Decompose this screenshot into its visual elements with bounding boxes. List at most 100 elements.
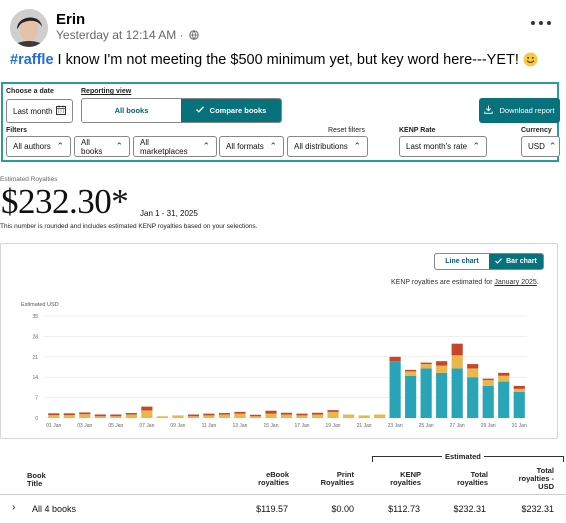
header-book-title[interactable]: Book Title (27, 471, 46, 488)
bar-segment (436, 365, 448, 373)
x-tick-label: 31 Jan (512, 423, 527, 429)
bar-segment (436, 361, 448, 366)
bar-segment (141, 410, 153, 418)
header-total-royalties-usd[interactable]: Total royalties - USD (518, 466, 554, 491)
books-select-value: All books (81, 137, 103, 156)
bar-segment (187, 416, 199, 418)
filters-label: Filters (6, 127, 28, 134)
x-tick-label: 25 Jan (419, 423, 434, 429)
header-total-royalties[interactable]: Total royalties (457, 470, 488, 487)
bar-segment (342, 414, 355, 418)
bar-chart-button[interactable]: Bar chart (489, 254, 543, 269)
bar-segment (467, 377, 479, 418)
more-options-icon[interactable] (530, 14, 552, 30)
bar-segment (420, 364, 432, 369)
bar-segment (234, 411, 246, 414)
marketplaces-select[interactable]: All marketplaces ⌃ (133, 136, 217, 157)
bar-segment (280, 412, 293, 415)
bar-segment (374, 414, 386, 418)
line-chart-button[interactable]: Line chart (445, 258, 479, 265)
avatar[interactable] (10, 9, 48, 47)
reset-filters-link[interactable]: Reset filters (328, 127, 365, 134)
header-ebook-royalties[interactable]: eBook royalties (258, 470, 289, 487)
calendar-icon (56, 105, 66, 117)
check-icon (195, 106, 204, 115)
bar-segment (498, 381, 510, 418)
bar-segment (420, 362, 432, 365)
bar-segment (327, 410, 339, 412)
marketplaces-select-value: All marketplaces (140, 137, 188, 156)
formats-select[interactable]: All formats ⌃ (219, 136, 284, 157)
y-tick-label: 7 (35, 396, 38, 402)
table-row[interactable]: › All 4 books $119.57 $0.00 $112.73 $232… (0, 498, 566, 520)
post-timestamp[interactable]: Yesterday at 12:14 AM (56, 28, 177, 42)
y-tick-label: 0 (35, 416, 38, 422)
compare-books-button[interactable]: Compare books (181, 99, 281, 122)
expand-chevron-icon[interactable]: › (12, 502, 16, 513)
bar-segment (451, 343, 463, 356)
bar-segment (482, 385, 494, 418)
x-tick-label: 13 Jan (232, 423, 247, 429)
bar-chart-svg: Estimated USD 0 7 14 21 28 35 01 Jan 03 Jan 05 Ja… (21, 302, 527, 429)
books-select[interactable]: All books ⌃ (74, 136, 130, 157)
x-tick-label: 17 Jan (295, 423, 310, 429)
all-books-button[interactable]: All books (114, 106, 149, 115)
bar-segment (389, 356, 401, 362)
date-select[interactable]: Last month (6, 99, 73, 123)
bar-segment (234, 413, 246, 418)
bar-segment (296, 415, 308, 418)
bar-segment (513, 385, 525, 389)
row-total: $232.31 (453, 504, 486, 514)
currency-select[interactable]: USD ⌃ (521, 136, 560, 157)
currency-value: USD (528, 142, 545, 151)
estimated-group-label: Estimated (442, 452, 484, 461)
row-print: $0.00 (331, 504, 354, 514)
distributions-select-value: All distributions (294, 142, 348, 151)
x-tick-label: 21 Jan (357, 423, 372, 429)
kenp-rate-select[interactable]: Last month's rate ⌃ (399, 136, 487, 157)
updown-chevron-icon: ⌃ (353, 141, 361, 151)
bar-segment (420, 368, 432, 418)
authors-select[interactable]: All authors ⌃ (6, 136, 71, 157)
kenp-note-prefix: KENP royalties are estimated for (391, 279, 495, 286)
chart-type-toggle: Line chart Bar chart (434, 253, 544, 270)
download-report-button[interactable]: Download report (479, 98, 560, 123)
post-meta: Yesterday at 12:14 AM · (56, 28, 199, 43)
updown-chevron-icon: ⌃ (202, 141, 210, 151)
bar-segment (498, 375, 510, 382)
post-header: Erin Yesterday at 12:14 AM · #raffle I k… (0, 0, 566, 80)
header-kenp-royalties[interactable]: KENP royalties (390, 470, 421, 487)
kenp-month-link[interactable]: January 2025 (494, 279, 537, 286)
x-tick-label: 01 Jan (46, 423, 61, 429)
author-name[interactable]: Erin (56, 11, 86, 28)
view-label: Reporting view (81, 88, 132, 95)
x-tick-label: 07 Jan (139, 423, 154, 429)
x-tick-label: 27 Jan (450, 423, 465, 429)
bar-segment (280, 414, 293, 418)
bar-segment (63, 413, 75, 416)
y-tick-label: 28 (32, 334, 38, 340)
date-label: Choose a date (6, 88, 54, 95)
x-tick-label: 15 Jan (263, 423, 278, 429)
updown-chevron-icon: ⌃ (548, 141, 557, 151)
x-tick-label: 09 Jan (170, 423, 185, 429)
estimated-royalties-label: Estimated Royalties (0, 176, 58, 183)
currency-label: Currency (521, 127, 552, 134)
x-tick-label: 11 Jan (202, 423, 217, 429)
header-print-royalties[interactable]: Print Royalties (320, 470, 354, 487)
bar-segment (48, 413, 60, 416)
bar-segment (141, 406, 153, 411)
bar-segment (311, 414, 324, 418)
x-tick-label: 03 Jan (77, 423, 92, 429)
bar-segment (265, 413, 277, 418)
smile-emoji-icon (523, 52, 538, 71)
kenp-rate-label: KENP Rate (399, 127, 436, 134)
bar-segment (94, 416, 106, 418)
hashtag-link[interactable]: #raffle (10, 52, 54, 68)
date-select-value: Last month (13, 106, 53, 116)
bar-segment (265, 410, 277, 414)
bar-segment (327, 411, 339, 418)
distributions-select[interactable]: All distributions ⌃ (287, 136, 368, 157)
royalties-chart: Estimated USD 0 7 14 21 28 35 01 Jan 03 Jan 05 Ja… (0, 243, 558, 439)
